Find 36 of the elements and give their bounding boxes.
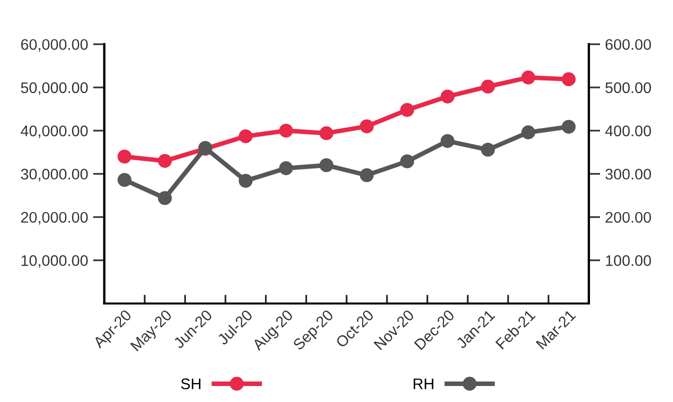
point — [118, 150, 132, 164]
point — [400, 154, 414, 168]
point — [360, 168, 374, 182]
point — [360, 119, 374, 134]
legend-label: SH — [181, 378, 200, 390]
y-tick-label: 30,000.00 — [20, 168, 88, 182]
y-tick-label: 40,000.00 — [20, 126, 88, 138]
y2-tick-label: 400.00 — [605, 126, 651, 136]
point — [279, 161, 293, 176]
point — [480, 142, 495, 157]
y-tick-label: 20,000.00 — [21, 212, 88, 225]
y2-tick-label: 600.00 — [606, 39, 651, 50]
point — [440, 134, 454, 148]
point — [118, 172, 132, 187]
point — [521, 70, 536, 84]
y-tick-label: 60,000.00 — [21, 39, 88, 52]
point — [238, 129, 253, 144]
y2-tick-label: 300.00 — [605, 168, 651, 180]
point — [562, 72, 576, 86]
y2-tick-label: 100.00 — [606, 255, 651, 266]
point — [158, 154, 172, 168]
point — [521, 125, 536, 140]
point — [400, 102, 414, 117]
legend-label: RH — [414, 378, 434, 390]
point — [480, 80, 495, 94]
y-tick-label: 10,000.00 — [22, 255, 88, 268]
point — [158, 191, 172, 206]
y2-tick-label: 200.00 — [606, 212, 651, 223]
point — [562, 120, 576, 134]
y2-tick-label: 500.00 — [605, 82, 651, 94]
point — [319, 126, 334, 140]
point — [440, 90, 454, 104]
point — [319, 158, 334, 172]
y-tick-label: 50,000.00 — [20, 82, 88, 95]
point — [238, 174, 253, 188]
point — [279, 124, 293, 138]
